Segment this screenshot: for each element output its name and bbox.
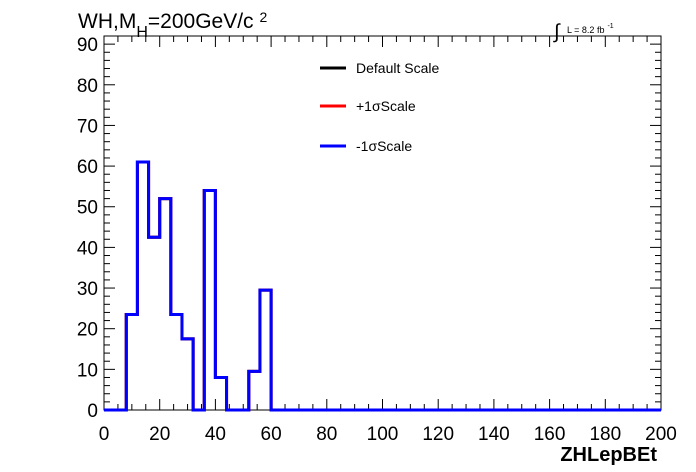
- x-axis-title: ZHLepBEt: [560, 444, 657, 466]
- x-axis: 0 20 40 60 80 100 120 140 160 180 200: [99, 36, 677, 445]
- x-tick-label: 140: [478, 424, 510, 445]
- title-superscript: 2: [260, 9, 268, 25]
- legend-label-plus: +1σScale: [356, 98, 416, 114]
- y-tick-label: 0: [87, 401, 98, 422]
- luminosity-superscript: -1: [607, 23, 613, 30]
- x-tick-label: 100: [367, 424, 399, 445]
- y-tick-label: 10: [77, 360, 98, 381]
- y-tick-label: 40: [77, 238, 98, 259]
- y-tick-label: 60: [77, 157, 98, 178]
- legend-label-default: Default Scale: [356, 60, 439, 76]
- y-tick-label: 20: [77, 320, 98, 341]
- x-tick-label: 40: [205, 424, 226, 445]
- histogram-series: [104, 160, 661, 412]
- legend: Default Scale +1σScale -1σScale: [320, 60, 439, 154]
- series-line-1-scale: [104, 160, 661, 412]
- y-tick-label: 80: [77, 76, 98, 97]
- chart-title: WH,MH=200GeV/c 2: [78, 9, 268, 41]
- series-line-default-scale: [104, 160, 661, 412]
- x-tick-label: 200: [645, 424, 677, 445]
- y-tick-label: 70: [77, 116, 98, 137]
- y-tick-label: 90: [77, 35, 98, 56]
- y-tick-label: 30: [77, 279, 98, 300]
- title-subscript: H: [136, 24, 148, 41]
- series-line-1-scale: [104, 160, 661, 412]
- y-axis: 0 10 20 30 40 50 60 70 80 90: [77, 35, 661, 422]
- x-tick-label: 60: [261, 424, 282, 445]
- plot-frame: [103, 35, 662, 411]
- legend-label-minus: -1σScale: [356, 138, 412, 154]
- x-tick-label: 160: [534, 424, 566, 445]
- x-tick-label: 20: [149, 424, 170, 445]
- integral-symbol: ∫: [553, 21, 561, 43]
- x-tick-label: 180: [589, 424, 621, 445]
- y-tick-label: 50: [77, 198, 98, 219]
- x-tick-label: 80: [316, 424, 337, 445]
- title-rest: =200GeV/c: [148, 10, 254, 33]
- luminosity-label: L = 8.2 fb -1: [567, 23, 614, 35]
- x-tick-label: 120: [422, 424, 454, 445]
- x-tick-label: 0: [99, 424, 110, 445]
